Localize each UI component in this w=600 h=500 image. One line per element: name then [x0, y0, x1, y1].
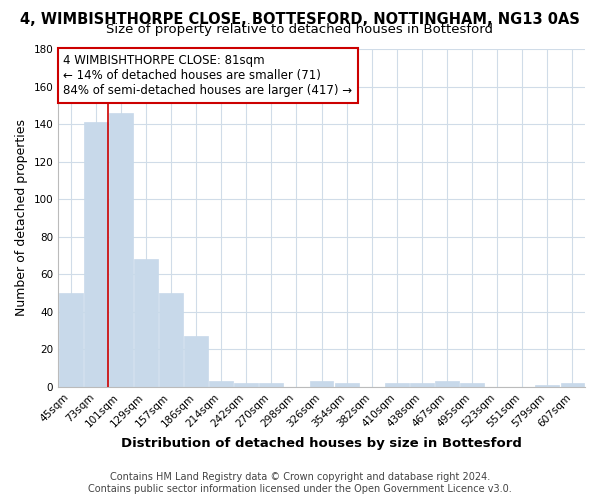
Bar — [310, 382, 334, 387]
Bar — [535, 385, 559, 387]
Bar — [109, 113, 133, 387]
Y-axis label: Number of detached properties: Number of detached properties — [15, 120, 28, 316]
Bar — [560, 383, 584, 387]
Bar — [184, 336, 208, 387]
Text: Contains HM Land Registry data © Crown copyright and database right 2024.
Contai: Contains HM Land Registry data © Crown c… — [88, 472, 512, 494]
Bar — [235, 383, 258, 387]
Bar — [410, 383, 434, 387]
Text: 4, WIMBISHTHORPE CLOSE, BOTTESFORD, NOTTINGHAM, NG13 0AS: 4, WIMBISHTHORPE CLOSE, BOTTESFORD, NOTT… — [20, 12, 580, 28]
Bar — [435, 382, 459, 387]
Bar — [84, 122, 108, 387]
Bar — [259, 383, 283, 387]
X-axis label: Distribution of detached houses by size in Bottesford: Distribution of detached houses by size … — [121, 437, 522, 450]
Bar — [335, 383, 359, 387]
Bar — [209, 382, 233, 387]
Bar — [59, 293, 83, 387]
Bar — [159, 293, 183, 387]
Bar — [385, 383, 409, 387]
Text: 4 WIMBISHTHORPE CLOSE: 81sqm
← 14% of detached houses are smaller (71)
84% of se: 4 WIMBISHTHORPE CLOSE: 81sqm ← 14% of de… — [64, 54, 353, 97]
Text: Size of property relative to detached houses in Bottesford: Size of property relative to detached ho… — [107, 22, 493, 36]
Bar — [460, 383, 484, 387]
Bar — [134, 260, 158, 387]
